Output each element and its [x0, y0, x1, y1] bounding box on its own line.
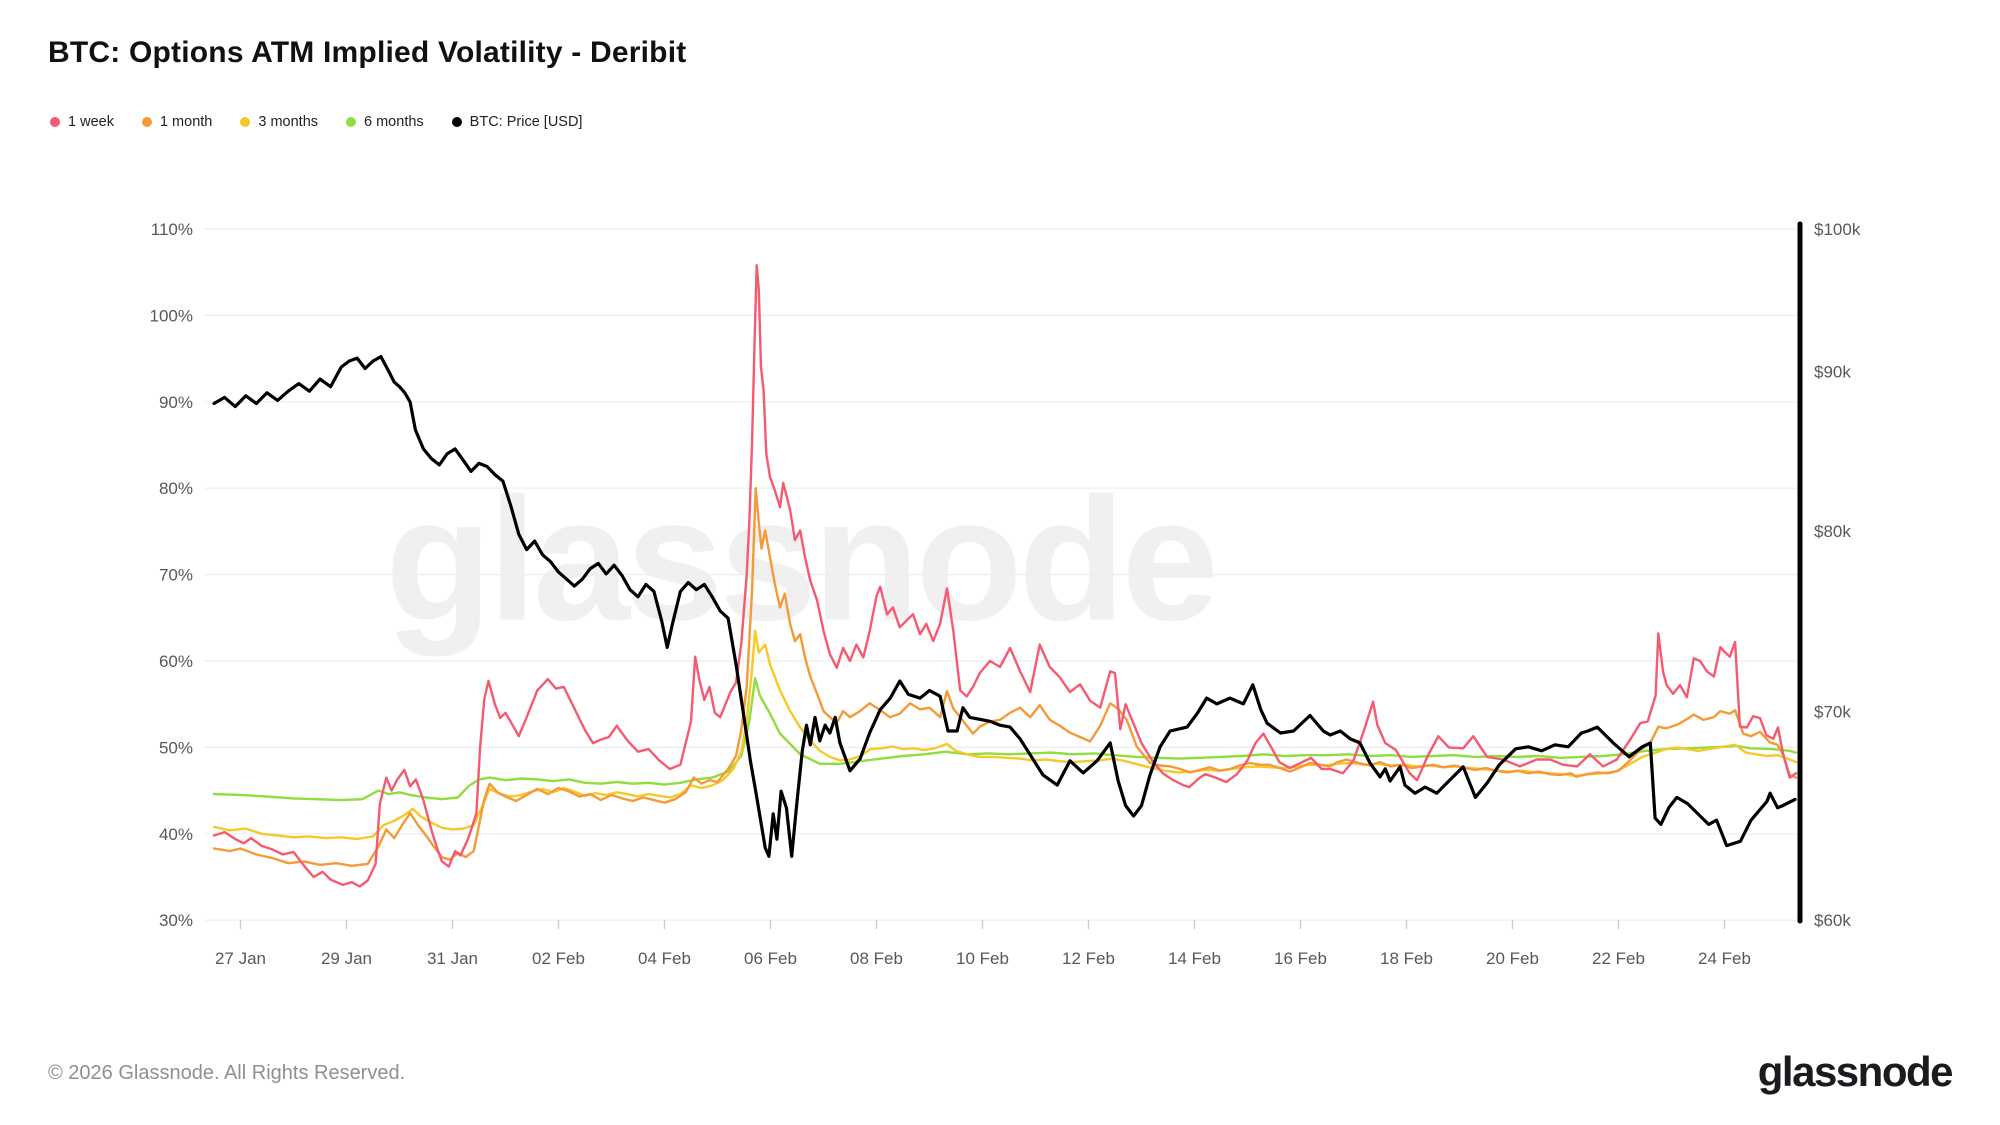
right-axis-label-60: $60k [1814, 911, 1851, 930]
left-axis-label-70: 70% [159, 566, 193, 585]
left-axis-label-110: 110% [151, 220, 193, 239]
x-axis-label-14-Feb: 14 Feb [1168, 949, 1221, 968]
legend-dot-icon [50, 117, 60, 127]
right-axis-label-100: $100k [1814, 220, 1861, 239]
legend: 1 week 1 month 3 months 6 months BTC: Price … [50, 114, 582, 130]
x-axis-label-02-Feb: 02 Feb [532, 949, 585, 968]
right-axis-label-70: $70k [1814, 703, 1851, 722]
legend-dot-icon [451, 117, 462, 127]
legend-item-label: BTC: Price [USD] [469, 114, 583, 130]
legend-item-label: 1 month [159, 114, 213, 130]
right-axis-label-90: $90k [1814, 363, 1851, 382]
left-axis-label-30: 30% [159, 911, 193, 930]
x-axis-label-27-Jan: 27 Jan [215, 949, 266, 968]
x-axis-label-22-Feb: 22 Feb [1592, 949, 1645, 968]
x-axis-label-20-Feb: 20 Feb [1486, 949, 1539, 968]
glassnode-logo: glassnode [1757, 1048, 1954, 1095]
legend-item-6-months[interactable]: 6 months [346, 114, 424, 130]
glassnode-watermark: glassnode [385, 462, 1219, 658]
x-axis-label-18-Feb: 18 Feb [1380, 949, 1433, 968]
series-line-1-week [212, 264, 1798, 888]
legend-item-1-week[interactable]: 1 week [50, 114, 114, 130]
x-axis-label-24-Feb: 24 Feb [1698, 949, 1751, 968]
legend-dot-icon [141, 117, 152, 127]
left-axis-label-100: 100% [150, 306, 193, 325]
copyright-text: © 2026 Glassnode. All Rights Reserved. [48, 1062, 406, 1084]
legend-item-1-month[interactable]: 1 month [141, 114, 213, 130]
left-axis-label-50: 50% [159, 738, 193, 757]
series-line-3-months [212, 629, 1798, 841]
series-line-1-month [212, 487, 1798, 867]
x-axis-label-08-Feb: 08 Feb [850, 949, 903, 968]
legend-dot-icon [240, 117, 251, 127]
right-axis-label-80: $80k [1814, 522, 1851, 541]
legend-item-label: 3 months [258, 114, 319, 130]
left-axis-label-90: 90% [159, 393, 193, 412]
x-axis-label-12-Feb: 12 Feb [1062, 949, 1115, 968]
x-axis-label-16-Feb: 16 Feb [1274, 949, 1327, 968]
x-axis-label-31-Jan: 31 Jan [427, 949, 478, 968]
series-line-btc-price-usd- [212, 355, 1797, 858]
x-axis-label-06-Feb: 06 Feb [744, 949, 797, 968]
legend-dot-icon [346, 117, 357, 127]
x-axis-label-04-Feb: 04 Feb [638, 949, 691, 968]
legend-item-3-months[interactable]: 3 months [240, 114, 318, 130]
left-axis-label-60: 60% [159, 652, 193, 671]
x-axis-label-10-Feb: 10 Feb [956, 949, 1009, 968]
legend-item-label: 1 week [68, 114, 114, 130]
legend-item-label: 6 months [364, 114, 424, 130]
legend-item-btc-price-usd-[interactable]: BTC: Price [USD] [451, 114, 583, 130]
left-axis-label-80: 80% [159, 479, 193, 498]
series-line-6-months [212, 677, 1798, 802]
x-axis-label-29-Jan: 29 Jan [321, 949, 372, 968]
left-axis-label-40: 40% [159, 825, 193, 844]
page-title: BTC: Options ATM Implied Volatility - De… [48, 36, 687, 69]
